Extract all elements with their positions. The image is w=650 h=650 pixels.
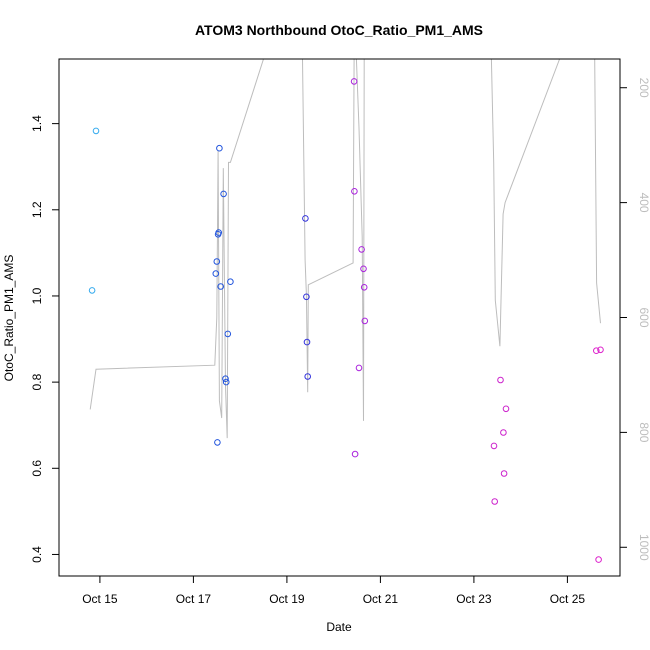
y2-tick-label-4: 800 [637, 422, 650, 442]
data-point-16 [303, 293, 310, 301]
x-tick-label-5: Oct 23 [456, 592, 492, 606]
chart-title: ATOM3 Northbound OtoC_Ratio_PM1_AMS [195, 22, 483, 38]
data-point-30 [500, 429, 507, 436]
data-point-11 [222, 375, 229, 383]
y-axis-label: OtoC_Ratio_PM1_AMS [2, 255, 16, 382]
x-tick-label-1: Oct 15 [82, 592, 118, 606]
data-point-26 [361, 317, 369, 325]
data-point-7 [215, 229, 222, 236]
data-point-21 [351, 450, 359, 458]
points-layer [88, 78, 604, 563]
line-segment-5 [594, 59, 601, 324]
line-segment-4 [490, 59, 561, 347]
y-tick-label-3: 0.8 [30, 373, 44, 390]
data-point-4 [213, 258, 221, 265]
data-point-31 [500, 470, 508, 477]
data-point-12 [222, 378, 230, 386]
line-segment-1 [89, 59, 264, 439]
data-point-13 [224, 330, 232, 338]
x-tick-label-3: Oct 19 [269, 592, 305, 606]
x-axis: Oct 15 Oct 17 Oct 19 Oct 21 Oct 23 Oct 25 [82, 576, 585, 606]
data-point-14 [227, 278, 234, 286]
x-axis-label: Date [326, 620, 352, 634]
data-point-3 [212, 270, 220, 277]
data-point-27 [490, 442, 498, 450]
x-tick-label-4: Oct 21 [363, 592, 399, 606]
y-axis: 0.4 0.6 0.8 1.0 1.2 1.4 [30, 115, 59, 563]
data-point-34 [595, 556, 602, 563]
data-point-33 [593, 347, 600, 355]
data-point-35 [597, 346, 604, 354]
y-tick-label-2: 0.6 [30, 460, 44, 477]
data-point-10 [220, 190, 227, 198]
y-tick-label-4: 1.0 [30, 287, 44, 304]
y2-tick-label-2: 400 [637, 193, 650, 213]
data-point-24 [360, 265, 367, 273]
data-point-19 [350, 78, 358, 85]
y2-tick-label-3: 600 [637, 307, 650, 327]
data-point-22 [355, 364, 363, 372]
y-tick-label-6: 1.4 [30, 115, 44, 132]
data-point-17 [303, 338, 311, 346]
line-series-layer [89, 59, 601, 439]
y2-tick-label-1: 200 [637, 78, 650, 98]
data-point-15 [302, 215, 309, 222]
data-point-8 [216, 144, 223, 152]
data-point-32 [502, 405, 510, 413]
x-tick-label-6: Oct 25 [550, 592, 586, 606]
data-point-25 [360, 284, 368, 291]
y2-tick-label-5: 1000 [637, 534, 650, 561]
data-point-5 [214, 439, 221, 446]
y-tick-label-5: 1.2 [30, 201, 44, 218]
data-point-9 [217, 283, 224, 290]
data-point-28 [491, 498, 499, 505]
data-point-18 [304, 373, 312, 380]
line-segment-2 [302, 59, 355, 393]
x-tick-label-2: Oct 17 [176, 592, 212, 606]
data-point-29 [497, 376, 504, 384]
data-point-20 [351, 188, 358, 195]
data-point-23 [358, 246, 365, 253]
data-point-2 [92, 127, 100, 135]
y2-axis: 200 400 600 800 1000 [620, 78, 650, 561]
y-tick-label-1: 0.4 [30, 546, 44, 563]
data-point-1 [88, 287, 96, 294]
line-segment-3 [355, 59, 365, 421]
